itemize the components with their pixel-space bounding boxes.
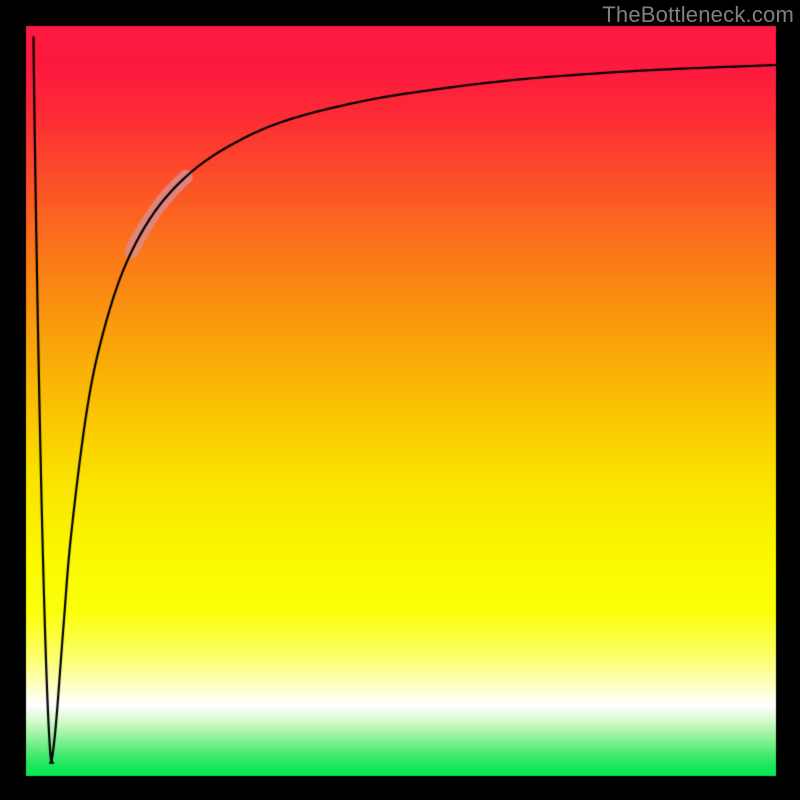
watermark-text: TheBottleneck.com: [602, 2, 794, 28]
chart-container: TheBottleneck.com: [0, 0, 800, 800]
bottleneck-curve-plot: [0, 0, 800, 800]
